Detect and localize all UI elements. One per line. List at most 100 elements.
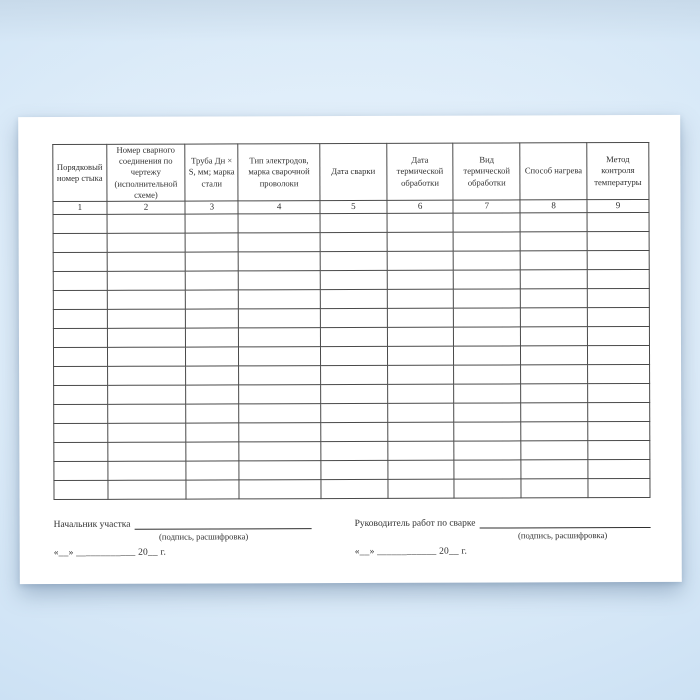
table-cell [185,289,239,309]
table-cell [185,308,239,328]
table-cell [238,270,321,290]
table-cell [587,326,650,346]
table-cell [320,251,387,271]
date-line: «__» ____________ 20__ г. [354,546,468,557]
header-cell: Способ нагрева [519,142,587,200]
table-cell [53,309,108,329]
table-cell [185,213,239,233]
table-cell [387,440,455,461]
table-cell [107,346,186,367]
column-number-cell: 4 [238,200,320,214]
table-cell [387,364,455,385]
table-cell [520,383,588,403]
table-cell [454,440,522,460]
table-cell [185,251,239,271]
table-cell [387,478,455,499]
signature-row: Начальник участка [54,516,312,530]
table-row [53,250,650,272]
table-cell [587,269,650,289]
table-cell [587,440,650,460]
table-row [53,421,650,443]
table-cell [520,231,588,251]
table-cell [320,479,388,499]
header-row: Порядковый номер стыка Номер сварного сое… [52,142,649,202]
header-cell: Метод контроля температуры [586,142,649,200]
table-cell [320,289,388,309]
table-cell [387,402,455,423]
table-cell [387,383,455,404]
signature-caption: (подпись, расшифровка) [518,530,608,541]
table-row [53,269,650,291]
table-row [53,459,650,481]
table-cell [387,421,455,442]
header-cell: Вид термической обработки [453,142,521,200]
table-cell [238,308,321,328]
date-line: «__» ____________ 20__ г. [53,547,167,559]
column-number-cell: 3 [185,200,239,214]
table-row [53,307,650,329]
table-row [53,326,650,348]
footer-left-block: Начальник участка (подпись, расшифровка)… [54,516,312,558]
table-cell [520,250,588,270]
table-cell [185,232,239,252]
table-cell [520,288,588,308]
table-cell [106,251,186,272]
signature-line [134,517,312,530]
column-number-cell: 6 [386,199,454,214]
table-cell [453,307,521,327]
table-cell [107,327,186,348]
document-sheet: Порядковый номер стыка Номер сварного сое… [18,114,682,585]
table-cell [239,422,321,442]
table-cell [53,480,108,500]
table-cell [238,232,321,252]
table-cell [53,271,107,291]
table-cell [386,212,454,233]
table-cell [107,403,187,424]
column-number-cell: 8 [520,199,587,213]
table-cell [185,403,240,423]
table-cell [53,214,107,234]
table-cell [186,479,240,499]
column-number-cell: 7 [453,199,521,213]
table-cell [387,459,455,480]
table-row [53,364,650,386]
table-cell [238,365,321,385]
table-cell [453,326,521,346]
footer-left-title: Начальник участка [53,519,131,531]
table-row [53,212,650,234]
table-cell [587,383,650,403]
table-cell [587,421,650,441]
table-cell [587,478,651,498]
table-cell [320,384,388,404]
header-cell: Номер сварного соединения по чертежу (ис… [106,144,186,202]
table-cell [319,213,387,233]
header-cell: Дата сварки [319,143,387,201]
footer-right-title: Руководитель работ по сварке [354,518,476,529]
signature-caption: (подпись, расшифровка) [159,531,249,542]
table-cell [106,289,186,310]
table-cell [106,232,186,253]
signature-line [479,515,651,529]
table-cell [53,385,108,405]
table-cell [238,289,321,309]
welding-log-table: Порядковый номер стыка Номер сварного сое… [52,142,651,500]
column-number-cell: 9 [586,199,650,213]
table-cell [386,231,454,252]
column-number-cell: 2 [106,200,186,215]
table-cell [185,327,239,347]
table-row [53,478,651,500]
header-cell: Труба Дн × S, мм; марка стали [185,143,239,201]
table-cell [186,460,240,480]
table-cell [53,404,108,424]
table-cell [320,327,388,347]
table-cell [453,250,521,270]
table-cell [454,402,521,422]
table-cell [107,479,187,500]
table-row [53,231,650,253]
table-cell [53,328,108,348]
header-cell: Дата термической обработки [386,143,454,201]
table-cell [53,423,108,443]
table-header: Порядковый номер стыка Номер сварного сое… [52,142,650,215]
table-body [53,212,651,500]
